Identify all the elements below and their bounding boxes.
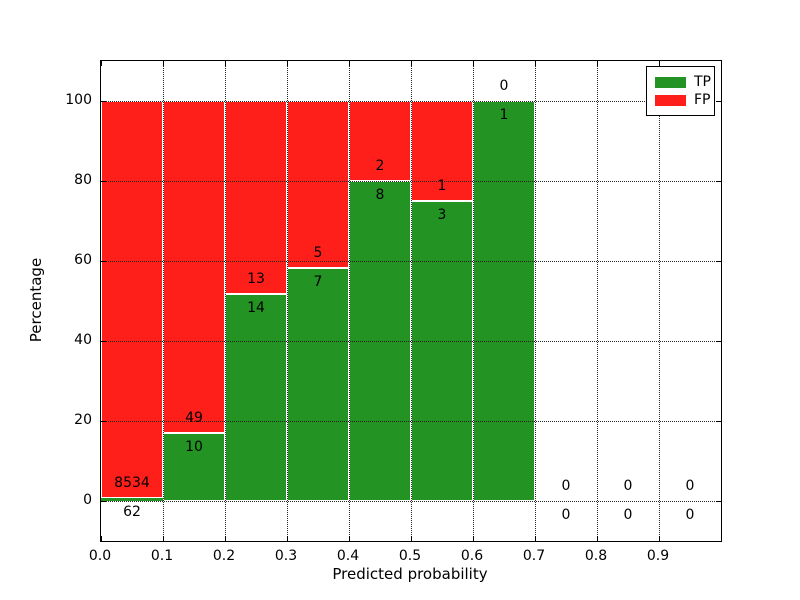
x-tick-label: 0.2 <box>212 548 236 564</box>
bar-fp-segment <box>163 101 225 434</box>
x-tick-label: 0.7 <box>522 548 546 564</box>
tp-count-label: 14 <box>247 299 265 316</box>
y-tick-label: 60 <box>74 252 92 268</box>
legend-label: FP <box>694 92 711 108</box>
x-tick-mark-top <box>224 61 226 66</box>
tp-count-label: 0 <box>623 507 633 523</box>
x-tick-label: 0.3 <box>274 548 298 564</box>
x-tick-label: 0.5 <box>398 548 422 564</box>
bar-tp-segment <box>473 101 535 501</box>
y-tick-mark <box>101 180 106 182</box>
fp-count-label: 2 <box>375 158 385 174</box>
x-tick-mark-top <box>534 61 536 66</box>
tp-legend-swatch <box>655 76 686 88</box>
fp-count-label: 49 <box>185 410 203 427</box>
x-tick-mark-top <box>410 61 412 66</box>
y-tick-mark-right <box>716 260 721 262</box>
y-tick-mark-right <box>716 500 721 502</box>
x-tick-label: 0.0 <box>88 548 112 564</box>
bar-tp-segment <box>411 201 473 501</box>
y-tick-label: 0 <box>83 492 92 508</box>
fp-legend-swatch <box>655 94 686 106</box>
x-tick-mark-top <box>100 61 102 66</box>
plot-area: 8534 62 49 10 13 14 5 7 2 8 1 3 0 1 0 0 0 0 0 0 <box>100 60 722 542</box>
x-gridline <box>597 61 598 541</box>
y-tick-label: 20 <box>74 412 92 428</box>
x-tick-mark <box>348 536 350 541</box>
x-gridline <box>225 61 226 541</box>
x-tick-mark <box>100 536 102 541</box>
x-tick-mark <box>410 536 412 541</box>
fp-count-label: 0 <box>561 478 571 494</box>
x-tick-mark <box>658 536 660 541</box>
x-gridline <box>411 61 412 541</box>
x-tick-mark <box>596 536 598 541</box>
x-tick-mark-top <box>162 61 164 66</box>
y-tick-mark-right <box>716 340 721 342</box>
y-tick-mark-right <box>716 180 721 182</box>
tp-count-label: 0 <box>561 507 571 523</box>
y-tick-mark <box>101 420 106 422</box>
x-tick-mark <box>286 536 288 541</box>
bar-tp-segment <box>101 498 163 501</box>
x-axis-label: Predicted probability <box>332 565 488 583</box>
y-tick-label: 80 <box>74 172 92 188</box>
fp-count-label: 5 <box>313 244 323 261</box>
fp-count-label: 8534 <box>114 475 150 492</box>
x-tick-mark <box>472 536 474 541</box>
x-tick-label: 0.4 <box>336 548 360 564</box>
x-tick-mark <box>224 536 226 541</box>
x-gridline <box>535 61 536 541</box>
x-gridline <box>659 61 660 541</box>
x-gridline <box>473 61 474 541</box>
legend-row: FP <box>655 91 714 109</box>
tp-count-label: 1 <box>499 107 509 123</box>
legend-row: TP <box>655 73 714 91</box>
legend-label: TP <box>694 74 711 90</box>
tp-count-label: 0 <box>685 507 695 523</box>
fp-count-label: 1 <box>437 178 447 194</box>
x-tick-mark-top <box>286 61 288 66</box>
tp-count-label: 10 <box>185 439 203 456</box>
x-tick-mark-top <box>658 61 660 66</box>
x-tick-label: 0.9 <box>646 548 670 564</box>
fp-count-label: 0 <box>623 478 633 494</box>
x-tick-label: 0.1 <box>150 548 174 564</box>
y-tick-label: 100 <box>65 92 92 108</box>
bar-tp-segment <box>163 433 225 501</box>
legend: TP FP <box>646 66 715 116</box>
y-tick-mark <box>101 100 106 102</box>
y-tick-mark <box>101 500 106 502</box>
y-tick-mark-right <box>716 420 721 422</box>
bar-fp-segment <box>101 101 163 499</box>
tp-count-label: 8 <box>375 187 385 203</box>
fp-count-label: 0 <box>685 478 695 494</box>
tp-count-label: 7 <box>313 273 323 290</box>
fp-count-label: 0 <box>499 78 509 94</box>
bar-fp-segment <box>225 101 287 294</box>
x-tick-mark-top <box>596 61 598 66</box>
x-tick-label: 0.8 <box>584 548 608 564</box>
x-gridline <box>349 61 350 541</box>
x-tick-mark <box>534 536 536 541</box>
x-gridline <box>287 61 288 541</box>
fp-count-label: 13 <box>247 270 265 287</box>
y-tick-mark-right <box>716 100 721 102</box>
x-gridline <box>163 61 164 541</box>
y-tick-mark <box>101 260 106 262</box>
x-tick-mark <box>162 536 164 541</box>
y-tick-mark <box>101 340 106 342</box>
x-tick-mark-top <box>472 61 474 66</box>
x-tick-label: 0.6 <box>460 548 484 564</box>
x-tick-mark-top <box>348 61 350 66</box>
tp-count-label: 3 <box>437 207 447 223</box>
bar-tp-segment <box>225 293 287 501</box>
tp-count-label: 62 <box>123 504 141 521</box>
bar-tp-segment <box>287 267 349 501</box>
y-tick-label: 40 <box>74 332 92 348</box>
bar-fp-segment <box>287 101 349 268</box>
y-axis-label: Percentage <box>27 257 45 343</box>
